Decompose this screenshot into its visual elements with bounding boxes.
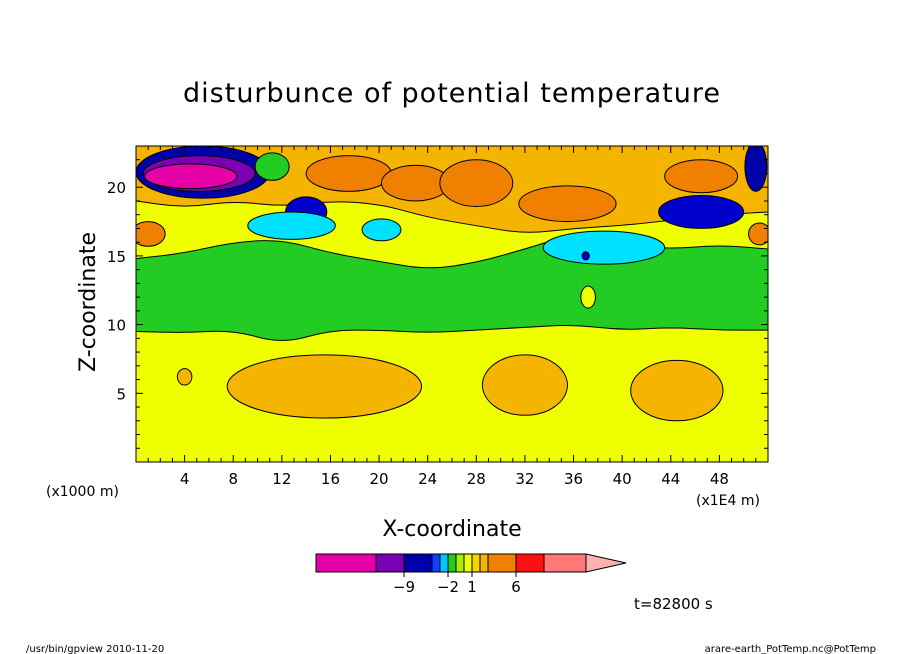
y-tick-label: 20: [107, 179, 126, 197]
colorbar-tick-label: −2: [437, 578, 459, 596]
x-tick-label: 16: [321, 470, 340, 488]
x-tick-label: 8: [228, 470, 238, 488]
x-tick-label: 44: [661, 470, 680, 488]
contour-blob: [748, 222, 768, 246]
contour-fills: [136, 146, 768, 462]
colorbar-segment: [439, 553, 449, 573]
x-tick-label: 4: [180, 470, 190, 488]
contour-blob: [439, 159, 514, 207]
contour-blob: [630, 359, 724, 422]
colorbar-tick-label: 1: [467, 578, 477, 596]
y-axis-label: Z-coordinate: [76, 232, 101, 372]
colorbar-segment: [455, 553, 465, 573]
colorbar-tick-label: −9: [393, 578, 415, 596]
contour-blob: [664, 159, 739, 194]
contour-blob: [542, 230, 666, 265]
colorbar-segment: [375, 553, 405, 573]
colorbar-segment: [315, 553, 377, 573]
contour-blob: [247, 211, 336, 240]
x-tick-label: 24: [418, 470, 437, 488]
colorbar-arrow: [585, 553, 627, 573]
y-tick-label: 5: [116, 385, 126, 403]
contour-blob: [658, 194, 745, 229]
colorbar-segment: [479, 553, 489, 573]
x-tick-label: 12: [272, 470, 291, 488]
colorbar-segment: [471, 553, 481, 573]
x-unit-left: (x1000 m): [46, 484, 119, 500]
contour-blob: [176, 368, 193, 386]
contour-blob: [580, 285, 596, 309]
y-tick-label: 15: [107, 248, 126, 266]
colorbar-segment: [543, 553, 587, 573]
x-tick-label: 28: [467, 470, 486, 488]
colorbar-segment: [515, 553, 545, 573]
x-unit-right: (x1E4 m): [696, 493, 760, 509]
x-axis-label: X-coordinate: [382, 517, 521, 542]
x-tick-label: 20: [370, 470, 389, 488]
colorbar-tick-label: 6: [511, 578, 521, 596]
chart-title: disturbunce of potential temperature: [183, 78, 721, 109]
x-tick-label: 32: [515, 470, 534, 488]
contour-blob: [254, 152, 290, 181]
x-tick-label: 40: [613, 470, 632, 488]
footer-right: arare-earth_PotTemp.nc@PotTemp: [705, 644, 876, 654]
plot-area: [136, 146, 768, 462]
contour-blob: [581, 251, 590, 261]
footer-left: /usr/bin/gpview 2010-11-20: [26, 644, 164, 654]
contour-blob: [518, 185, 617, 223]
time-label: t=82800 s: [634, 595, 713, 613]
y-tick-label: 10: [107, 317, 126, 335]
x-tick-label: 36: [564, 470, 583, 488]
colorbar-segment: [463, 553, 473, 573]
contour-blob: [226, 354, 423, 419]
contour-blob: [305, 155, 392, 192]
colorbar: −9 −2 1 6: [315, 553, 627, 596]
contour-blob: [361, 218, 402, 242]
colorbar-segment: [487, 553, 517, 573]
contour-blob: [136, 221, 166, 247]
colorbar-segment: [447, 553, 457, 573]
contour-blob: [144, 163, 238, 190]
x-tick-label: 48: [710, 470, 729, 488]
contour-blob: [481, 354, 568, 416]
colorbar-segment: [431, 553, 441, 573]
colorbar-segment: [403, 553, 433, 573]
contour-blob: [744, 146, 768, 192]
